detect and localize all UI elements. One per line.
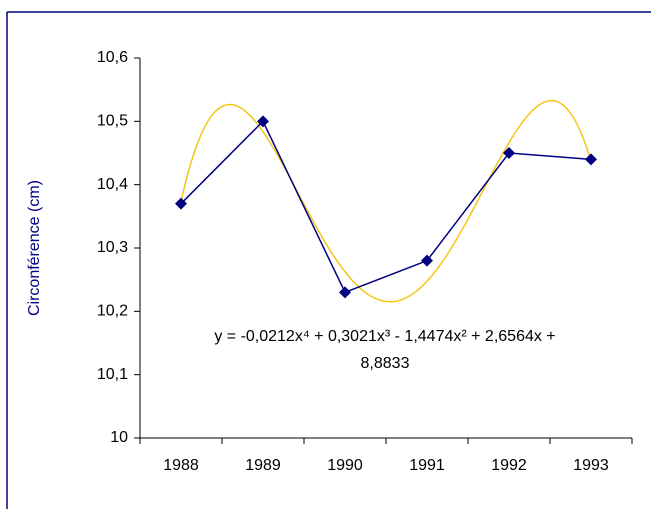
y-tick-label: 10,5: [97, 113, 128, 130]
series-line: [180, 120, 592, 294]
y-tick-label: 10,2: [97, 303, 128, 320]
x-tick-label: 1988: [163, 457, 199, 474]
annotation: 8,8833: [361, 355, 410, 372]
y-tick-label: 10: [110, 429, 128, 446]
x-tick-label: 1991: [409, 457, 445, 474]
marker: [257, 115, 269, 128]
y-tick-label: 10,6: [97, 49, 128, 66]
x-tick-label: 1990: [327, 457, 363, 474]
marker: [175, 197, 187, 210]
marker: [421, 254, 433, 267]
y-tick-label: 10,3: [97, 239, 128, 256]
x-tick-label: 1992: [491, 457, 527, 474]
y-tick-label: 10,4: [97, 176, 128, 193]
trendline: [180, 99, 592, 303]
x-tick-label: 1993: [573, 457, 609, 474]
y-axis-label: Circonférence (cm): [26, 180, 43, 316]
marker: [339, 286, 351, 299]
x-tick-label: 1989: [245, 457, 281, 474]
annotation: y = -0,0212x⁴ + 0,3021x³ - 1,4474x² + 2,…: [214, 328, 555, 345]
y-tick-label: 10,1: [97, 366, 128, 383]
marker: [503, 147, 515, 159]
marker: [585, 153, 597, 166]
